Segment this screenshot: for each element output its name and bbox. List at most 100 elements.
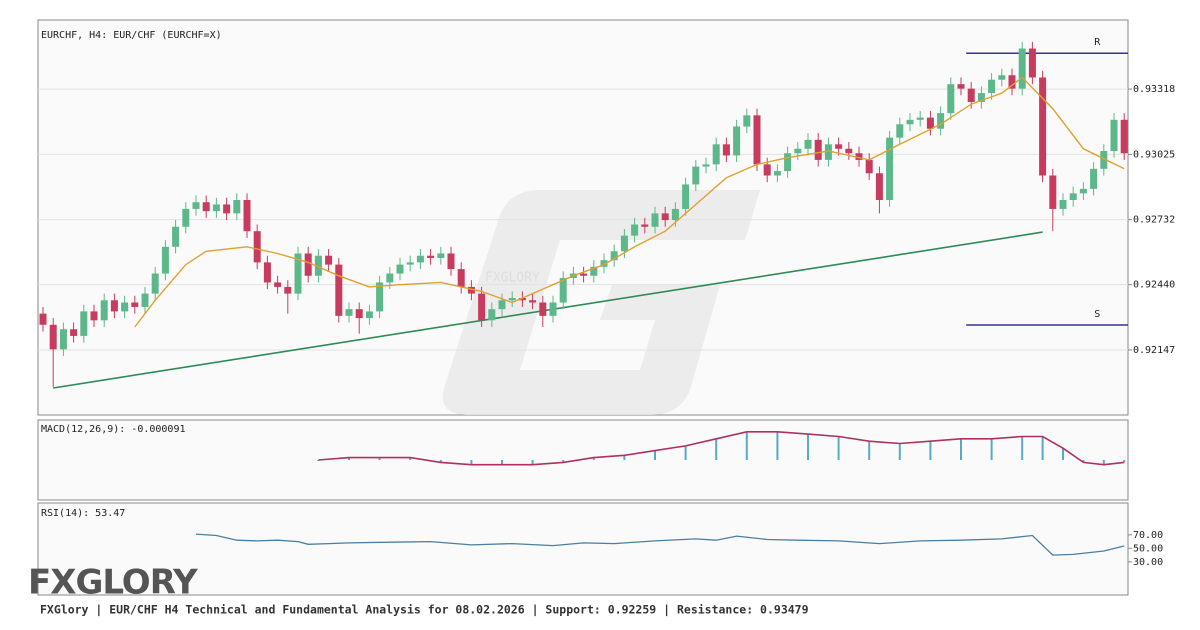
macd-bar xyxy=(378,457,381,460)
candle-body xyxy=(804,139,812,149)
candle-body xyxy=(386,273,394,283)
candle-body xyxy=(773,171,781,176)
candle-body xyxy=(80,311,88,336)
macd-bar xyxy=(1082,460,1085,463)
marks: 0.93318 0.93025 0.92732 0.92440 0.92147 R S 70.… xyxy=(38,37,1175,568)
candle-body xyxy=(508,298,516,301)
footer: FXGlory | EUR/CHF H4 Technical and Funda… xyxy=(40,603,809,617)
candle-body xyxy=(161,246,169,274)
candle-body xyxy=(692,166,700,185)
candle-body xyxy=(1008,75,1016,89)
candle-body xyxy=(988,79,996,94)
macd-signal xyxy=(318,430,1125,466)
candle-body xyxy=(294,253,302,294)
candle-body xyxy=(284,286,292,294)
candle-body xyxy=(743,115,751,127)
candle-body xyxy=(1120,119,1128,154)
macd-bar xyxy=(807,434,809,460)
candle-body xyxy=(631,224,639,236)
candle-body xyxy=(488,309,496,321)
candle-body xyxy=(212,204,220,212)
candle-body xyxy=(518,298,526,301)
macd-bar xyxy=(898,443,901,460)
candle-body xyxy=(172,226,180,247)
candle-body xyxy=(661,213,669,221)
candle-body xyxy=(794,148,802,154)
candle-body xyxy=(682,184,690,209)
candle-body xyxy=(365,311,373,319)
candle-body xyxy=(1069,193,1077,201)
candle-body xyxy=(467,286,475,294)
moving-average xyxy=(134,76,1125,328)
candle-body xyxy=(1039,77,1047,176)
candle-body xyxy=(335,264,343,316)
macd-bar xyxy=(1123,460,1126,463)
candle-body xyxy=(539,302,547,316)
candle-body xyxy=(478,293,486,321)
macd-bar xyxy=(837,436,840,460)
candle-body xyxy=(345,309,353,316)
candle-body xyxy=(406,262,414,265)
candle-body xyxy=(498,300,506,310)
candle-body xyxy=(651,213,659,227)
candle-body xyxy=(926,117,934,129)
candle-body xyxy=(865,159,873,174)
candle-body xyxy=(243,200,251,232)
rsi-line xyxy=(195,533,1125,556)
candle-body xyxy=(1028,48,1036,78)
candle-body xyxy=(814,139,822,160)
macd-bar xyxy=(531,460,534,465)
candle-body xyxy=(896,124,904,138)
macd-bar xyxy=(745,431,748,460)
candle-body xyxy=(529,300,537,303)
candle-body xyxy=(151,273,159,294)
candle-body xyxy=(610,251,618,261)
macd-bar xyxy=(960,438,962,460)
candle-body xyxy=(916,117,924,120)
macd-label: MACD(12,26,9): -0.000091 xyxy=(41,424,186,435)
candle-body xyxy=(549,302,557,316)
candle-body xyxy=(1049,175,1057,209)
candle-body xyxy=(590,266,598,276)
candle-body xyxy=(39,313,47,325)
chart-title: EURCHF, H4: EUR/CHF (EURCHF=X) xyxy=(41,30,222,41)
candle-body xyxy=(192,202,200,209)
candle-body xyxy=(722,144,730,156)
candle-body xyxy=(824,144,832,160)
candle-body xyxy=(559,277,567,303)
candle-body xyxy=(1110,119,1118,151)
candle-body xyxy=(121,302,129,312)
candle-body xyxy=(223,204,231,214)
candle-body xyxy=(253,231,261,263)
y-tick-label: 0.93025 xyxy=(1133,149,1175,160)
macd-bar xyxy=(470,460,473,465)
candle-body xyxy=(325,255,333,265)
candle-body xyxy=(784,153,792,172)
trendline xyxy=(53,231,1043,389)
candle-body xyxy=(712,144,720,165)
macd-bar xyxy=(990,438,993,460)
macd-bar xyxy=(317,460,320,461)
level-label: S xyxy=(1094,309,1100,320)
candle-body xyxy=(437,253,445,258)
candle-body xyxy=(274,282,282,287)
candle-body xyxy=(671,208,679,221)
logo: FXGLORY xyxy=(28,563,198,603)
candle-body xyxy=(314,255,322,276)
rsi-tick-label: 30.00 xyxy=(1133,557,1163,568)
candle-body xyxy=(447,253,455,270)
macd-bar xyxy=(562,460,565,463)
candle-body xyxy=(620,235,628,252)
y-tick-label: 0.93318 xyxy=(1133,84,1175,95)
candle-body xyxy=(304,253,312,276)
candle-body xyxy=(355,309,363,319)
candle-body xyxy=(937,113,945,129)
macd-bar xyxy=(409,457,412,460)
candle-body xyxy=(886,137,894,201)
macd-bar xyxy=(439,460,442,463)
candle-body xyxy=(845,148,853,154)
candle-body xyxy=(59,329,67,350)
candle-body xyxy=(182,208,190,227)
candle-body xyxy=(875,173,883,201)
